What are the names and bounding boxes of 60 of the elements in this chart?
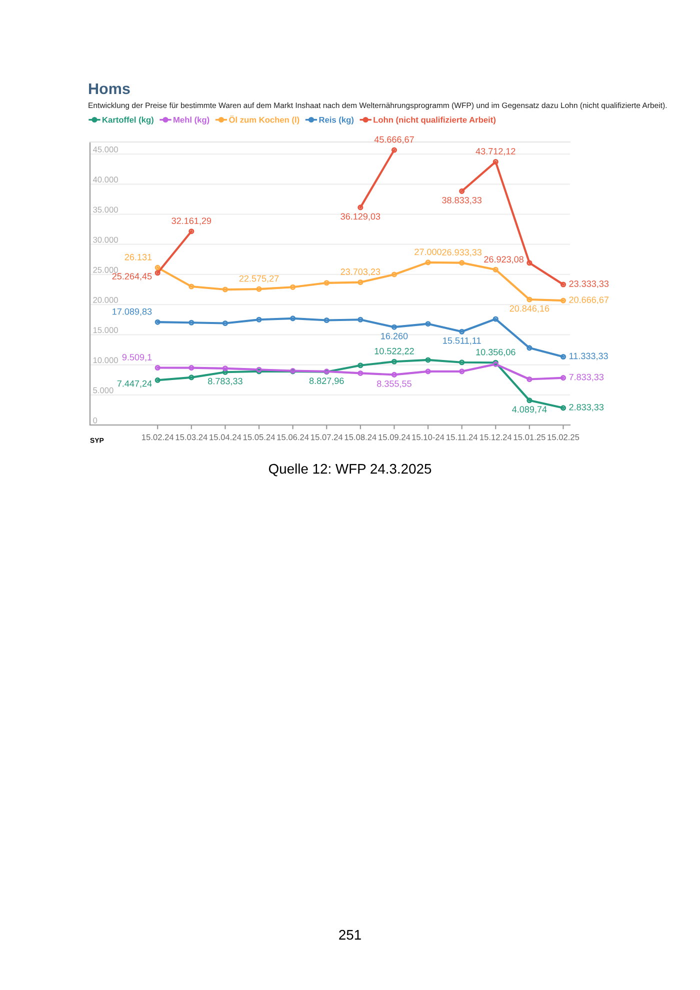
data-label: 20.666,67 [569,296,609,304]
x-tick-label: 15.10-24 [412,434,444,440]
x-tick-label: 15.06.24 [277,434,309,440]
x-tick-label: 15.09.24 [378,434,410,440]
data-label: 23.703,23 [340,268,380,276]
y-tick-label: 30.000 [93,236,118,243]
data-label: 8.783,33 [208,378,242,386]
data-label: 26.933,33 [442,249,482,257]
data-label: 9.509,1 [122,354,152,362]
x-tick-label: 15.01.25 [514,434,546,440]
data-label: 27.000 [414,248,442,256]
source-note: Quelle 12: WFP 24.3.2025 [268,464,432,476]
x-tick-label: 15.05.24 [243,434,275,440]
x-tick-label: 15.04.24 [210,434,242,440]
x-tick-label: 15.08.24 [344,434,376,440]
data-label: 26.923,08 [484,256,524,264]
legend-label: Lohn (nicht qualifizierte Arbeit) [374,116,496,124]
data-label: 36.129,03 [340,213,380,221]
data-label: 23.333,33 [569,280,609,288]
data-label: 10.522,22 [374,348,414,356]
y-tick-label: 5.000 [93,387,114,394]
x-tick-label: 15.02.25 [548,434,580,440]
data-label: 43.712,12 [476,148,516,156]
data-label: 45.666,67 [374,136,414,144]
data-label: 25.264,45 [112,273,152,281]
data-label: 15.511,11 [443,337,481,345]
data-label: 11.333,33 [569,352,608,360]
x-tick-label: 15.12.24 [480,434,512,440]
data-label: 8.355,55 [377,380,412,388]
y-tick-label: 20.000 [93,297,118,303]
data-label: 26.131 [124,254,152,260]
text: 251 [339,930,361,940]
y-tick-label: 45.000 [92,146,118,152]
legend-label: Öl zum Kochen (l) [229,116,300,124]
y-tick-label: 35.000 [93,206,118,213]
data-label: 4.089,74 [512,406,547,414]
data-label: 22.575,27 [239,275,279,283]
chart-title: Homs [89,83,130,94]
data-label: 2.833,33 [569,404,604,412]
data-label: 8.827,96 [309,378,344,386]
data-label: 17.089,83 [112,308,152,316]
x-tick-label: 15.07.24 [311,434,343,440]
data-label: 16.260 [381,332,408,340]
y-tick-label: 15.000 [93,327,118,334]
legend-label: Kartoffel (kg) [102,116,154,124]
y-tick-label: 10.000 [93,357,118,364]
y-tick-label: 40.000 [92,176,118,182]
legend-label: Mehl (kg) [174,116,210,124]
data-label: 20.846,16 [510,305,550,313]
data-label: 7.833,33 [569,374,604,382]
data-label: 38.833,33 [442,196,482,204]
data-label: 32.161,29 [172,218,212,226]
y-tick-label: 25.000 [93,266,118,273]
data-label: 7.447,24 [117,380,152,388]
x-tick-label: 15.11.24 [446,434,478,440]
x-tick-label: 15.02.24 [142,434,174,440]
legend-label: Reis (kg) [319,116,354,124]
data-label: 10.356,06 [476,348,516,356]
y-tick-label: 0 [93,417,98,424]
x-tick-label: 15.03.24 [176,434,208,440]
